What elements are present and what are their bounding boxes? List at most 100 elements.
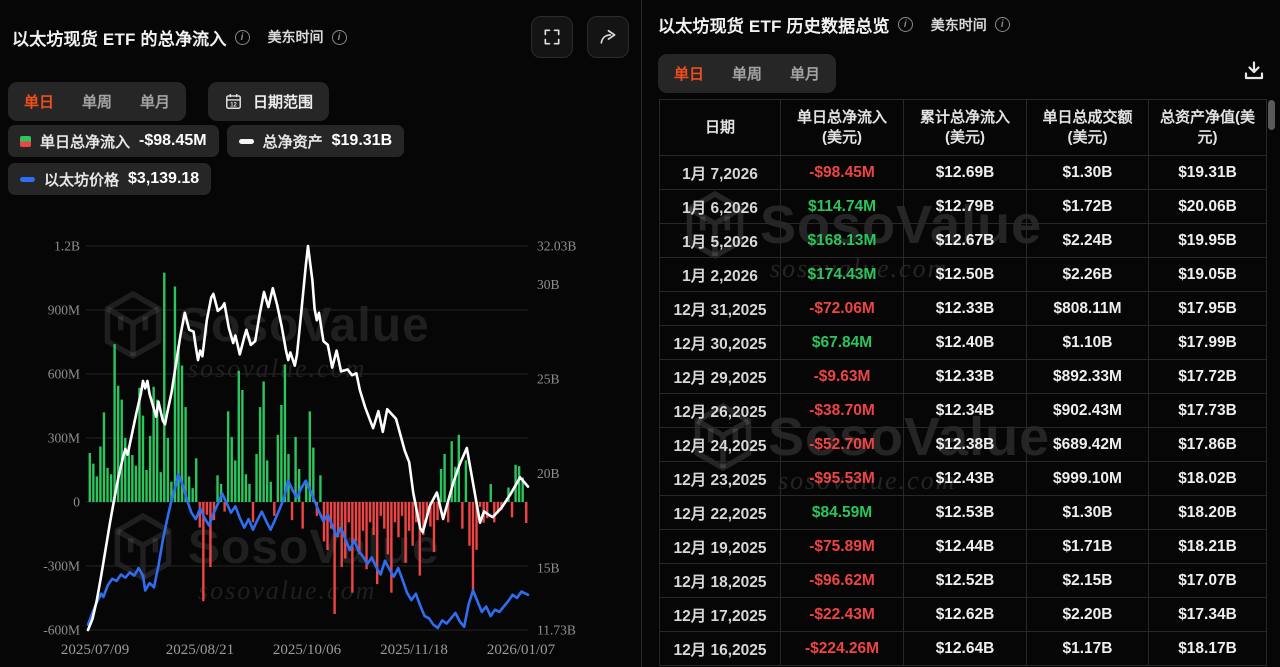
inflow-bar	[379, 502, 382, 516]
download-icon	[1244, 61, 1264, 80]
y-axis-left-label: 0	[73, 495, 80, 510]
info-icon[interactable]: i	[234, 29, 250, 45]
inflow-bar	[120, 399, 123, 502]
inflow-bar	[148, 435, 152, 502]
inflow-bar	[234, 460, 237, 502]
inflow-cell: -$96.62M	[780, 563, 904, 598]
table-row: 12月 17,2025 -$22.43M $12.62B $2.20B $17.34B	[659, 597, 1267, 632]
left-panel-header: 以太坊现货 ETF 的总净流入 i 美东时间 i	[12, 16, 629, 58]
table-scrollbar-thumb[interactable]	[1268, 100, 1275, 130]
volume-cell: $1.72B	[1026, 189, 1149, 224]
table-row: 1月 2,2026 $174.43M $12.50B $2.26B $19.05B	[659, 257, 1267, 292]
etf-net-inflow-chart[interactable]: 1.2B 900M 600M 300M 0 -300M -600M 32.03B 30B 25B 2…	[0, 232, 640, 667]
inflow-bar	[400, 502, 404, 516]
cumulative-cell: $12.33B	[903, 359, 1027, 394]
tab-单月[interactable]: 单月	[140, 94, 171, 111]
inflow-bar	[393, 502, 397, 523]
x-axis-label: 2025/10/06	[273, 642, 342, 658]
inflow-bar	[191, 488, 194, 502]
tab-单日[interactable]: 单日	[24, 94, 55, 111]
date-range-label: 日期范围	[253, 94, 314, 111]
cumulative-cell: $12.79B	[903, 189, 1027, 224]
column-header: 日期	[659, 99, 781, 156]
info-icon[interactable]: i	[331, 29, 347, 45]
info-icon[interactable]: i	[994, 17, 1010, 32]
share-icon	[600, 29, 616, 44]
inflow-bar	[180, 365, 184, 502]
share-button[interactable]	[587, 16, 629, 58]
date-cell: 1月 6,2026	[659, 189, 781, 224]
tab-单月[interactable]: 单月	[790, 66, 821, 83]
cumulative-cell: $12.52B	[903, 563, 1027, 598]
inflow-bar	[290, 502, 294, 521]
legend-value: -$98.45M	[139, 132, 207, 149]
download-button[interactable]	[1242, 59, 1266, 88]
legend-value: $3,139.18	[128, 170, 200, 187]
inflow-bar	[496, 502, 500, 514]
tab-单日[interactable]: 单日	[674, 66, 705, 83]
nav-cell: $20.06B	[1148, 189, 1267, 224]
inflow-bar	[173, 286, 177, 502]
legend-item[interactable]: 单日总净流入 -$98.45M	[8, 125, 219, 157]
y-axis-left-label: 600M	[48, 367, 80, 382]
column-header: 总资产净值(美 元)	[1148, 99, 1267, 156]
inflow-bar	[88, 452, 91, 502]
inflow-bar	[131, 455, 134, 502]
info-icon[interactable]: i	[897, 17, 913, 32]
date-cell: 12月 22,2025	[659, 495, 781, 530]
table-row: 1月 6,2026 $114.74M $12.79B $1.72B $20.06B	[659, 189, 1267, 224]
legend-item[interactable]: 总净资产 $19.31B	[226, 125, 405, 157]
cumulative-cell: $12.64B	[903, 631, 1027, 666]
inflow-bar	[273, 502, 276, 516]
inflow-bar	[425, 502, 429, 516]
nav-cell: $18.21B	[1148, 529, 1267, 564]
y-axis-right-label: 11.73B	[537, 623, 576, 638]
fullscreen-button[interactable]	[531, 16, 573, 58]
date-cell: 12月 19,2025	[659, 529, 781, 564]
historical-data-table: 日期 单日总净流入 (美元) 累计总净流入 (美元) 单日总成交额 (美元) 总资产净值(美元…	[659, 99, 1267, 666]
table-row: 12月 19,2025 -$75.89M $12.44B $1.71B $18.21B	[659, 529, 1267, 564]
legend-label: 单日总净流入	[40, 133, 131, 151]
inflow-bar	[127, 446, 131, 502]
inflow-bar	[134, 465, 138, 502]
date-cell: 12月 24,2025	[659, 427, 781, 462]
table-row: 12月 24,2025 -$52.70M $12.38B $689.42M $17.86…	[659, 427, 1267, 462]
inflow-bar	[177, 345, 180, 502]
inflow-bar	[230, 436, 233, 502]
legend-label: 总净资产	[262, 133, 323, 151]
inflow-cell: -$95.53M	[780, 461, 904, 496]
inflow-bar	[407, 502, 411, 531]
inflow-bar	[365, 502, 368, 570]
date-range-button[interactable]: 12 日期范围	[208, 82, 330, 121]
inflow-bar	[255, 454, 258, 502]
inflow-bar	[454, 466, 457, 502]
date-cell: 12月 26,2025	[659, 393, 781, 428]
date-cell: 12月 31,2025	[659, 291, 781, 326]
table-row: 12月 18,2025 -$96.62M $12.52B $2.15B $17.07B	[659, 563, 1267, 598]
chart-controls: 单日 单周 单月 12 日期范围	[8, 82, 330, 121]
volume-cell: $999.10M	[1026, 461, 1149, 496]
line-series	[86, 473, 530, 630]
volume-cell: $2.15B	[1026, 563, 1149, 598]
tab-单周[interactable]: 单周	[82, 94, 113, 111]
inflow-bar	[450, 441, 453, 502]
cumulative-cell: $12.50B	[903, 257, 1027, 292]
inflow-bar	[262, 381, 265, 502]
inflow-bar	[375, 502, 379, 585]
tab-单周[interactable]: 单周	[732, 66, 763, 83]
inflow-bar	[159, 472, 162, 502]
inflow-bar	[361, 502, 365, 531]
y-axis-left-label: 300M	[48, 431, 80, 446]
inflow-bar	[308, 411, 311, 502]
inflow-bar	[280, 404, 283, 502]
table-row: 12月 16,2025 -$224.26M $12.64B $1.17B $18.17B	[659, 631, 1267, 666]
column-header: 单日总成交额 (美元)	[1026, 99, 1149, 156]
nav-cell: $17.95B	[1148, 291, 1267, 326]
inflow-bar	[471, 502, 475, 592]
inflow-bar	[195, 458, 198, 502]
legend-item[interactable]: 以太坊价格 $3,139.18	[8, 163, 212, 195]
fullscreen-icon	[544, 29, 560, 45]
inflow-bar	[92, 463, 95, 502]
nav-cell: $17.34B	[1148, 597, 1267, 632]
inflow-cell: $67.84M	[780, 325, 904, 360]
